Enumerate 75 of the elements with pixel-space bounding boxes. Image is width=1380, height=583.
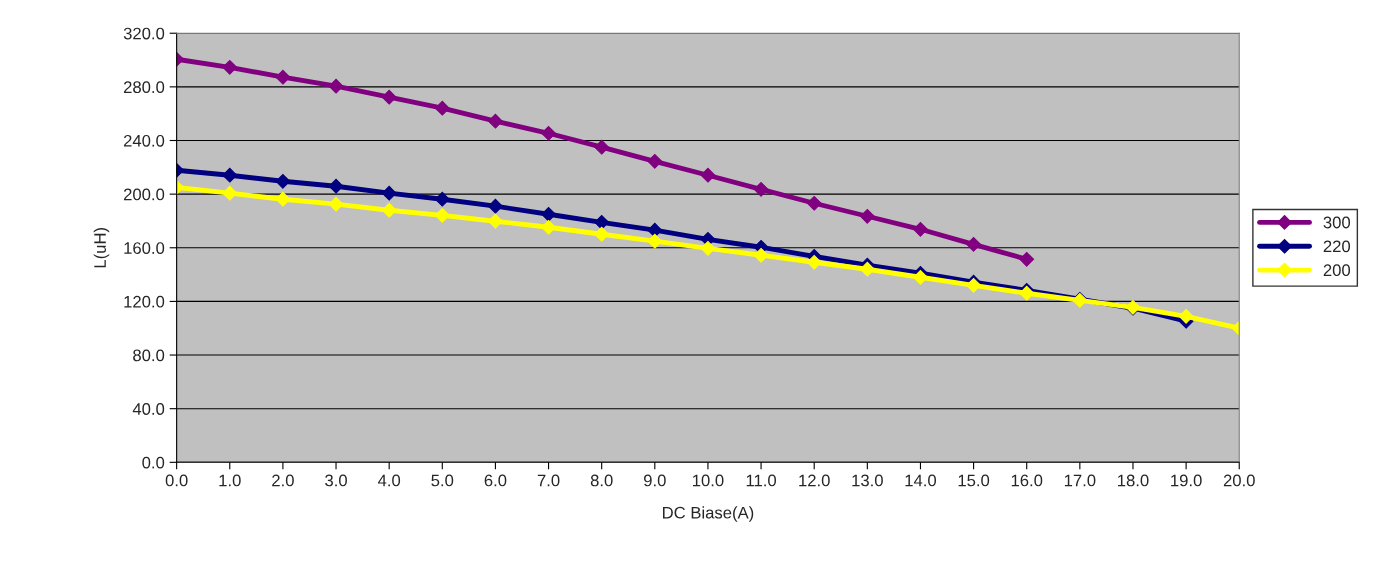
y-axis-title: L(uH) [93, 227, 110, 268]
point [381, 202, 397, 218]
y-tick-label: 120.0 [124, 295, 165, 308]
x-tick-label: 7.0 [537, 474, 560, 487]
point [859, 208, 875, 224]
point [275, 69, 291, 85]
x-tick-label: 2.0 [272, 474, 294, 487]
x-tick-label: 16.0 [1011, 474, 1043, 487]
x-tick-label: 3.0 [325, 474, 347, 487]
x-tick-label: 6.0 [484, 474, 507, 487]
point [806, 195, 822, 211]
point [753, 181, 769, 197]
point [806, 254, 822, 270]
x-tick-label: 8.0 [590, 474, 613, 487]
x-tick-label: 0.0 [165, 474, 188, 487]
point [594, 226, 610, 242]
y-tick-label: 280.0 [123, 81, 165, 94]
point [434, 100, 450, 116]
point [381, 89, 397, 105]
point [541, 206, 556, 222]
x-tick-label: 13.0 [852, 474, 883, 487]
y-tick-label: 160.0 [124, 242, 165, 254]
point [328, 178, 344, 194]
point [222, 185, 238, 201]
point [1178, 308, 1194, 324]
point [966, 236, 981, 252]
legend-label: 300 [1323, 216, 1351, 229]
y-tick-label: 240.0 [123, 134, 165, 147]
point [1019, 251, 1035, 267]
x-tick-label: 11.0 [746, 474, 777, 487]
point [488, 198, 503, 214]
legend-label: 200 [1323, 264, 1351, 277]
point [647, 233, 663, 249]
y-tick-label: 200.0 [123, 188, 165, 201]
point [434, 191, 450, 207]
legend-label: 220 [1323, 240, 1351, 253]
x-tick-label: 9.0 [644, 474, 666, 487]
point [594, 214, 610, 230]
y-tick-label: 0.0 [142, 456, 165, 469]
x-tick-label: 19.0 [1171, 474, 1202, 487]
x-tick-label: 10.0 [692, 474, 724, 487]
y-tick-label: 80.0 [133, 349, 165, 362]
x-tick-label: 4.0 [377, 474, 401, 487]
point [222, 167, 238, 183]
point [913, 269, 928, 285]
point [488, 213, 503, 229]
x-tick-label: 5.0 [431, 474, 454, 487]
point [275, 191, 291, 207]
x-tick-label: 20.0 [1223, 474, 1255, 487]
point [647, 222, 663, 238]
point [647, 153, 663, 169]
point [859, 261, 875, 277]
point [381, 185, 397, 201]
point [700, 167, 716, 183]
point [913, 221, 928, 237]
x-tick-label: 15.0 [958, 474, 990, 487]
point [700, 240, 716, 256]
point [328, 78, 344, 94]
point [434, 207, 450, 223]
x-tick-label: 1.0 [219, 474, 241, 487]
point [488, 113, 503, 129]
point [275, 173, 291, 189]
point [753, 247, 769, 263]
x-axis-title: DC Biase(A) [663, 506, 754, 522]
x-tick-label: 18.0 [1118, 474, 1149, 487]
x-tick-label: 17.0 [1064, 474, 1096, 487]
point [541, 219, 556, 235]
y-tick-label: 40.0 [132, 403, 165, 415]
point [328, 196, 344, 212]
point [541, 125, 556, 141]
y-tick-label: 320.0 [123, 27, 165, 40]
x-tick-label: 14.0 [905, 474, 937, 487]
point [222, 59, 238, 75]
x-tick-label: 12.0 [799, 474, 830, 487]
point [594, 139, 610, 155]
